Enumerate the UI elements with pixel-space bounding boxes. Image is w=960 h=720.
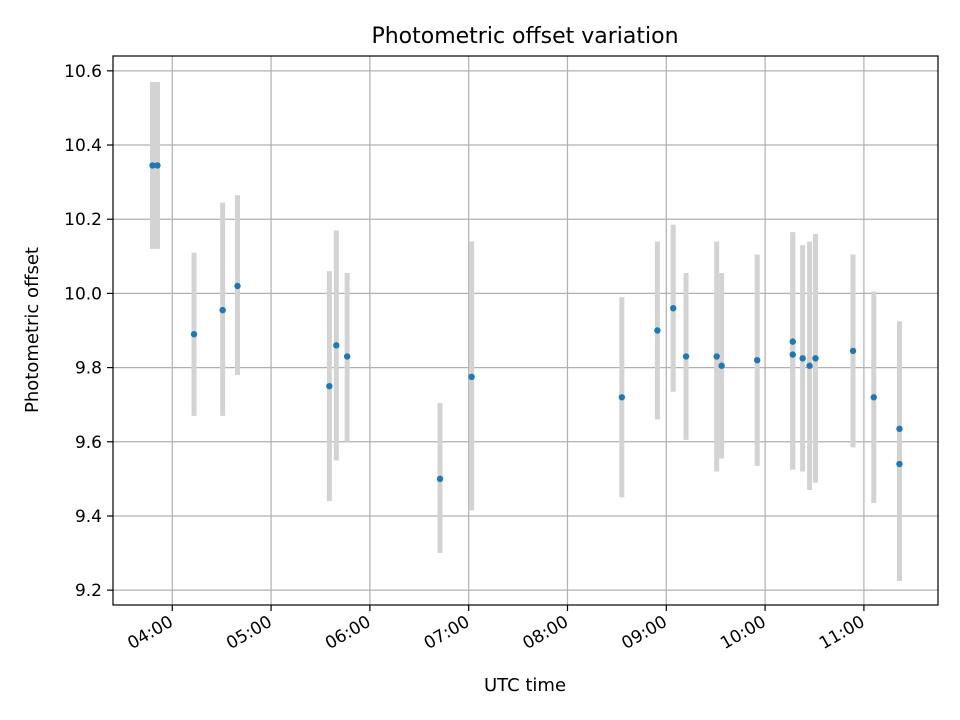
y-tick-label: 10.4 [64, 136, 102, 156]
plot-frame [112, 55, 939, 606]
y-tick-label: 9.8 [75, 359, 102, 379]
y-tick-label: 10.0 [64, 284, 102, 304]
y-tick-label: 10.2 [64, 210, 102, 230]
data-point [670, 305, 677, 312]
y-tick-label: 9.6 [75, 433, 102, 453]
data-point [753, 356, 761, 364]
y-tick-label: 10.6 [64, 62, 102, 82]
data-point [343, 353, 351, 360]
data-point [713, 353, 720, 360]
data-point [896, 425, 903, 433]
data-point [789, 338, 796, 345]
data-point [154, 162, 161, 169]
data-point [799, 355, 806, 362]
data-point [789, 351, 796, 358]
data-point [654, 327, 661, 334]
x-axis-label: UTC time [484, 675, 566, 696]
data-point [812, 355, 819, 362]
data-point [333, 342, 340, 349]
data-point [219, 306, 226, 314]
data-point [849, 347, 857, 355]
data-point [326, 382, 333, 390]
data-point [682, 353, 690, 360]
y-tick-label: 9.4 [75, 507, 102, 527]
data-point [149, 162, 156, 169]
data-points [149, 162, 903, 483]
data-point [718, 362, 725, 369]
y-axis-ticks: 9.2 9.4 9.6 9.8 10.0 10.2 10.4 10.6 [64, 62, 113, 601]
y-tick-label: 9.2 [75, 581, 102, 601]
data-point [896, 460, 903, 468]
y-axis-label: Photometric offset [22, 247, 43, 413]
data-point [190, 331, 198, 338]
data-point [870, 394, 877, 401]
data-point [806, 362, 813, 369]
data-point [618, 394, 626, 401]
chart-title: Photometric offset variation [371, 24, 678, 49]
data-point [468, 373, 475, 381]
data-point [436, 475, 444, 483]
data-point [234, 282, 241, 290]
